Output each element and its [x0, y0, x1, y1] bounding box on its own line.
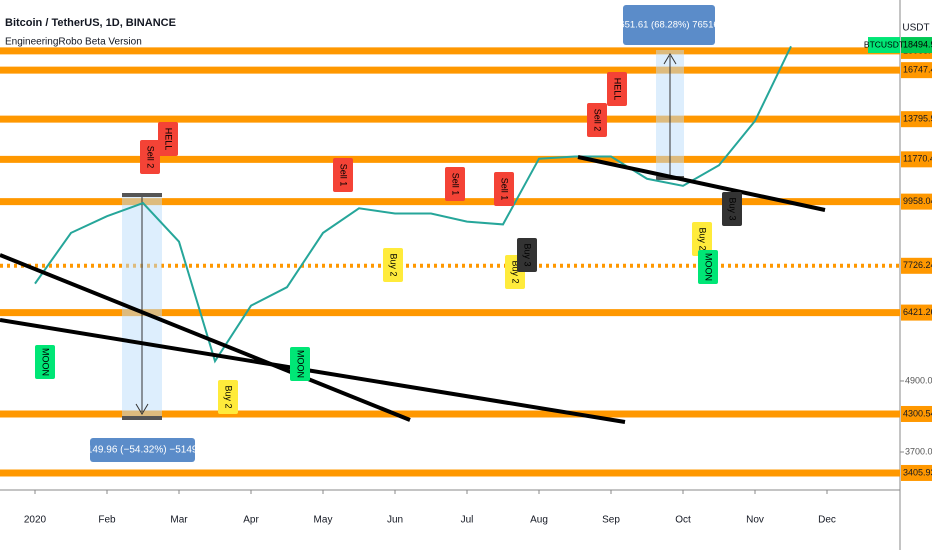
signal-label: Buy 2 [389, 253, 399, 276]
signal-label: MOON [704, 253, 714, 281]
x-tick-label: 2020 [24, 515, 47, 526]
level-label: 11770.49 [903, 154, 932, 164]
level-tag [901, 464, 932, 481]
x-tick-label: Nov [746, 515, 764, 526]
signal-label: Sell 1 [451, 173, 461, 196]
signal-tag [383, 248, 403, 282]
price-line [34, 45, 792, 364]
level-tag [901, 193, 932, 210]
x-tick-label: Dec [818, 515, 836, 526]
signal-tag [698, 250, 718, 284]
signal-tag [290, 347, 310, 381]
signal-tag [722, 192, 742, 226]
measure-arrow-head [135, 403, 149, 415]
level-label: 16747.49 [903, 65, 932, 75]
plot [34, 45, 792, 364]
x-tick-label: Apr [243, 515, 259, 526]
measure-label: −5149.96 (−54.32%) −514996 [75, 445, 209, 456]
level-tag [901, 62, 932, 79]
signal-tag [333, 158, 353, 192]
signal-tag [494, 172, 514, 206]
signal-label: Buy 2 [224, 385, 234, 408]
measure-box [623, 5, 715, 45]
level-tag [901, 304, 932, 321]
signals: MOON Sell 2 HELL Buy 2 Sell 1 MOON Buy 2 Sell 1… [35, 72, 742, 414]
signal-tag [692, 222, 712, 256]
signal-label: Sell 2 [146, 146, 156, 169]
x-tick-label: Jun [387, 515, 403, 526]
signal-tag [445, 167, 465, 201]
y-tick-label: 3700.00 [905, 446, 932, 456]
x-tick-label: May [314, 515, 333, 526]
symbol-tag [868, 37, 900, 54]
currency-label: USDT [902, 23, 929, 34]
signal-label: Buy 2 [511, 260, 521, 283]
signal-tag [35, 345, 55, 379]
x-tick-label: Oct [675, 515, 691, 526]
signal-tag [607, 72, 627, 106]
signal-label: Sell 1 [500, 178, 510, 201]
signal-label: Buy 3 [523, 243, 533, 266]
measure-arrow-head [663, 53, 677, 65]
trend-line [577, 155, 826, 212]
signal-tag [587, 103, 607, 137]
level-tag [901, 111, 932, 128]
chart-subtitle: EngineeringRobo Beta Version [5, 37, 142, 48]
signal-label: MOON [296, 350, 306, 378]
level-label: 6421.26 [903, 307, 932, 317]
trend-lines [0, 155, 826, 424]
signal-tag [158, 122, 178, 156]
level-label: 3405.93 [903, 467, 932, 477]
level-tag [901, 151, 932, 168]
signal-label: MOON [41, 348, 51, 376]
signal-label: Buy 2 [698, 227, 708, 250]
signal-label: Buy 3 [728, 197, 738, 220]
signal-label: HELL [164, 128, 174, 151]
signal-label: Sell 1 [339, 164, 349, 187]
level-label: 13795.91 [903, 114, 932, 124]
x-tick-label: Feb [98, 515, 116, 526]
signal-tag [517, 238, 537, 272]
y-tick-label: 4900.00 [905, 375, 932, 385]
x-tick-label: Aug [530, 515, 548, 526]
axis: 18068.7816747.4913795.9111770.499958.047… [24, 37, 932, 526]
chart-title: Bitcoin / TetherUS, 1D, BINANCE [5, 17, 176, 29]
level-label: 4300.54 [903, 408, 932, 418]
symbol-label: BTCUSDT [864, 39, 904, 49]
signal-label: Sell 2 [593, 109, 603, 132]
measure-box [90, 438, 195, 462]
signal-tag [140, 140, 160, 174]
trend-line [0, 253, 411, 422]
signal-label: HELL [613, 78, 623, 101]
x-tick-label: Jul [461, 515, 474, 526]
last-price-tag [901, 37, 932, 54]
signal-tag [218, 380, 238, 414]
level-label: 7726.24 [903, 260, 932, 270]
trend-line [0, 318, 626, 424]
level-label: 9958.04 [903, 196, 932, 206]
x-tick-label: Mar [170, 515, 188, 526]
last-price-label: 18494.95 [903, 39, 932, 49]
level-tag [901, 405, 932, 422]
x-tick-label: Sep [602, 515, 620, 526]
level-tag [901, 257, 932, 274]
measure-label: 7651.61 (68.28%) 765161 [614, 20, 724, 31]
